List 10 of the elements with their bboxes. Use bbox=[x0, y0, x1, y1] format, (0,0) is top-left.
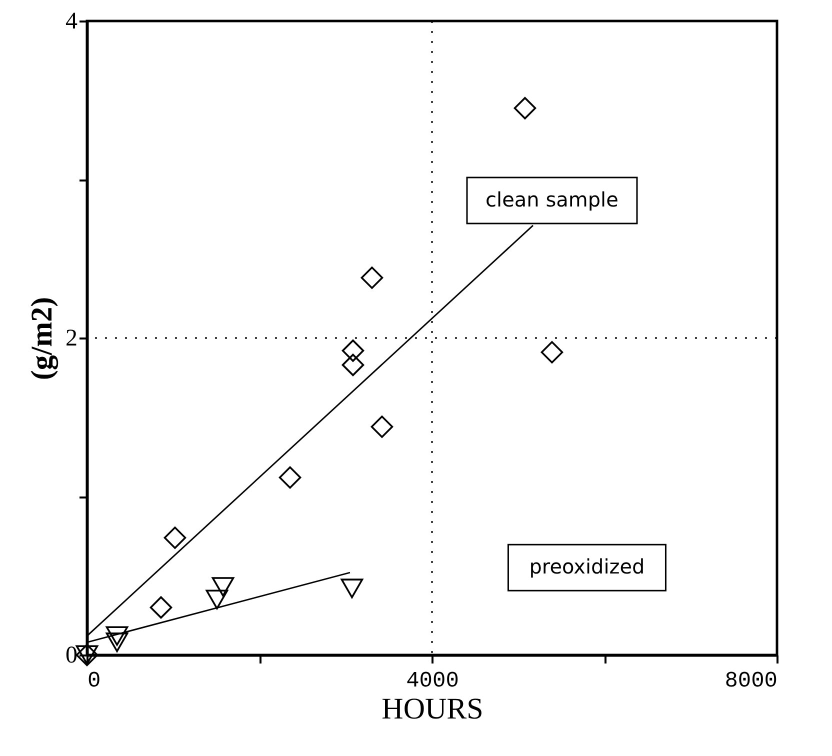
series-label: clean sample bbox=[486, 187, 618, 212]
text: preoxidized bbox=[529, 554, 645, 579]
y-axis-title: (g/m2) bbox=[26, 296, 58, 380]
y-tick-label: 4 bbox=[66, 8, 78, 34]
x-axis-title: HOURS bbox=[382, 692, 484, 726]
x-tick-label: 4000 bbox=[406, 668, 459, 694]
y-tick-label: 2 bbox=[66, 326, 78, 352]
x-tick-label: 0 bbox=[88, 668, 101, 694]
y-tick-label: 0 bbox=[66, 642, 78, 668]
x-tick-label: 8000 bbox=[724, 668, 778, 694]
